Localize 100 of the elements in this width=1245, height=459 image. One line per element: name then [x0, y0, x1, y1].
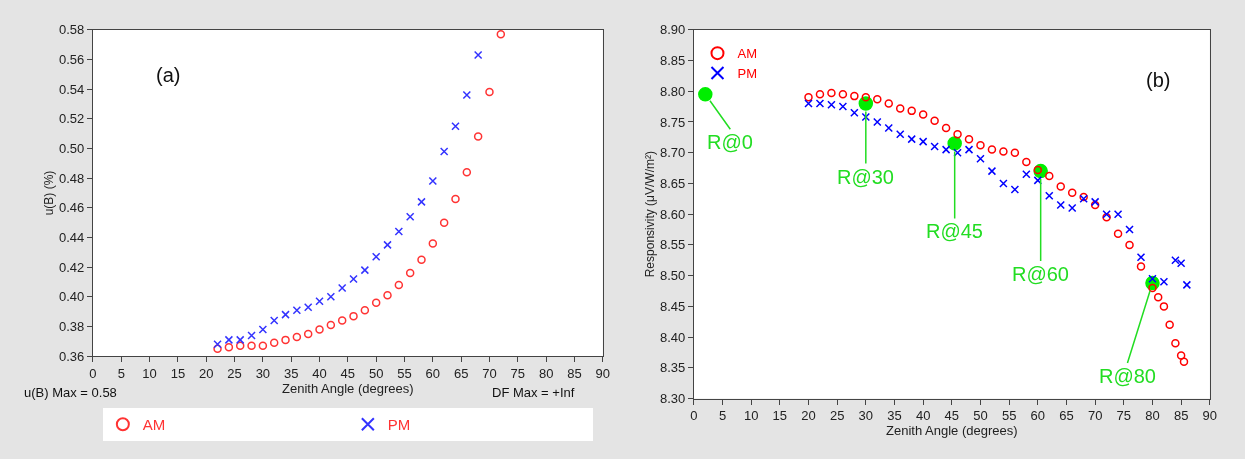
point	[827, 100, 836, 109]
point	[815, 90, 825, 99]
point	[861, 112, 871, 122]
point	[918, 137, 928, 146]
x-tick-label: 90	[1202, 408, 1218, 424]
point	[258, 341, 268, 351]
point	[873, 117, 882, 127]
point	[947, 136, 962, 151]
point	[315, 297, 324, 306]
x-tick-label: 20	[801, 408, 816, 424]
point	[858, 96, 874, 111]
annotation: R@60	[1012, 263, 1069, 285]
point	[462, 90, 472, 100]
point	[258, 325, 268, 334]
x-tick-label: 0	[89, 365, 97, 381]
point	[987, 145, 997, 154]
point	[838, 90, 848, 99]
point	[383, 291, 392, 300]
point	[303, 302, 313, 312]
y-tick-label: 8.30	[659, 391, 686, 407]
annotation: R@30	[837, 166, 894, 188]
point	[349, 274, 358, 284]
point	[1136, 252, 1146, 262]
point	[473, 50, 483, 60]
y-tick-label: 8.70	[659, 145, 686, 161]
point	[439, 218, 449, 227]
point	[1113, 209, 1123, 219]
point	[1010, 148, 1020, 157]
point	[269, 316, 279, 325]
x-tick-label: 5	[117, 365, 125, 381]
point	[417, 197, 426, 207]
y-tick-label: 0.46	[59, 200, 85, 216]
x-tick-label: 10	[142, 365, 157, 381]
legend-label: PM	[737, 66, 757, 82]
y-tick-label: 0.40	[59, 289, 85, 305]
x-tick-label: 65	[453, 365, 469, 381]
x-tick-label: 15	[170, 365, 186, 381]
y-tick-label: 8.85	[659, 53, 686, 69]
y-tick-label: 0.36	[59, 348, 85, 364]
point	[804, 93, 813, 102]
x-tick-label: 5	[718, 408, 727, 424]
y-tick-label: 0.48	[59, 170, 85, 186]
y-tick-label: 0.52	[59, 111, 85, 127]
point	[815, 99, 825, 108]
y-tick-label: 0.50	[59, 140, 85, 156]
x-tick-label: 20	[198, 365, 214, 381]
annotation: (a)	[156, 64, 181, 86]
point	[698, 87, 713, 102]
point	[303, 329, 313, 339]
point	[953, 129, 962, 139]
point	[451, 194, 460, 204]
point	[850, 108, 859, 117]
point	[371, 298, 381, 308]
point	[326, 292, 336, 302]
point	[451, 121, 460, 131]
point	[964, 145, 974, 154]
point	[235, 335, 245, 345]
point	[895, 129, 905, 139]
point	[873, 94, 882, 104]
point	[941, 123, 951, 133]
x-tick-label: 75	[510, 365, 526, 381]
x-tick-label: 60	[425, 365, 441, 381]
y-tick-label: 8.65	[659, 175, 686, 191]
x-tick-label: 60	[1030, 408, 1046, 424]
point	[337, 283, 347, 293]
point	[235, 341, 245, 351]
point	[999, 179, 1008, 188]
x-tick-label: 55	[1001, 408, 1017, 424]
point	[1022, 157, 1031, 167]
point	[213, 340, 222, 349]
point	[394, 280, 404, 290]
x-tick-label: 30	[858, 408, 874, 424]
x-tick-label: 35	[887, 408, 902, 424]
point	[224, 335, 234, 345]
point	[326, 320, 336, 330]
point	[485, 87, 494, 97]
point	[405, 212, 415, 221]
point	[292, 332, 302, 342]
x-tick-label: 45	[944, 408, 960, 424]
point	[1182, 280, 1192, 290]
x-tick-label: 85	[1173, 408, 1189, 424]
y-tick-label: 0.42	[59, 259, 85, 275]
y-tick-label: 8.50	[659, 268, 686, 284]
x-tick-label: 65	[1059, 408, 1074, 424]
point	[964, 134, 974, 144]
point	[1102, 209, 1111, 219]
legend-label: AM	[142, 416, 166, 434]
point	[473, 132, 483, 141]
x-tick-label: 25	[227, 365, 242, 381]
text: DF Max = +Inf	[492, 385, 575, 400]
point	[1153, 292, 1163, 302]
point	[1165, 320, 1174, 330]
point	[1067, 188, 1077, 197]
y-tick-label: 0.38	[59, 319, 85, 335]
point	[1136, 262, 1146, 271]
point	[269, 338, 279, 348]
point	[496, 29, 506, 39]
y-axis-title: Responsivity (μV/W/m²)	[643, 151, 658, 278]
x-tick-label: 70	[482, 365, 497, 381]
x-tick-label: 50	[973, 408, 988, 424]
